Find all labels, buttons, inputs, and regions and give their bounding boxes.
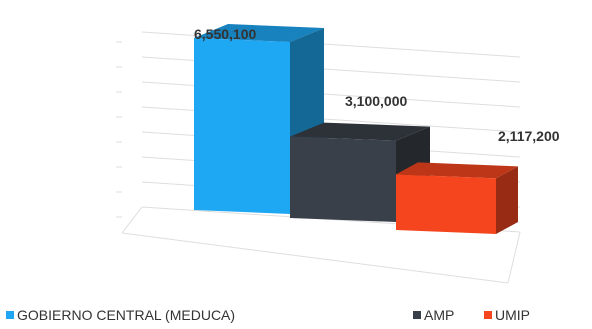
legend-label-amp: AMP	[424, 307, 454, 323]
data-label-amp: 3,100,000	[345, 93, 407, 109]
bar-meduca-top	[194, 24, 324, 42]
legend-swatch-umip	[484, 311, 492, 319]
bar-umip-front	[396, 174, 496, 234]
legend-swatch-meduca	[6, 311, 14, 319]
bar-amp-front	[290, 136, 396, 222]
legend-label-meduca: GOBIERNO CENTRAL (MEDUCA)	[17, 307, 235, 323]
legend-label-umip: UMIP	[495, 307, 530, 323]
data-label-umip: 2,117,200	[498, 128, 560, 144]
floor-front-edge	[121, 232, 509, 284]
legend-swatch-amp	[413, 311, 421, 319]
floor-left-edge	[121, 206, 143, 234]
bar-amp-top	[290, 122, 430, 141]
bar-umip-side	[496, 166, 518, 234]
bar-meduca-front	[194, 38, 290, 214]
legend: GOBIERNO CENTRAL (MEDUCA) AMP UMIP	[6, 307, 530, 323]
bar-umip-top	[396, 162, 518, 179]
bars	[194, 24, 518, 234]
floor-right-edge	[507, 231, 521, 284]
data-label-meduca: 6,550,100	[194, 26, 256, 42]
data-labels: 6,550,100 3,100,000 2,117,200	[194, 26, 560, 144]
